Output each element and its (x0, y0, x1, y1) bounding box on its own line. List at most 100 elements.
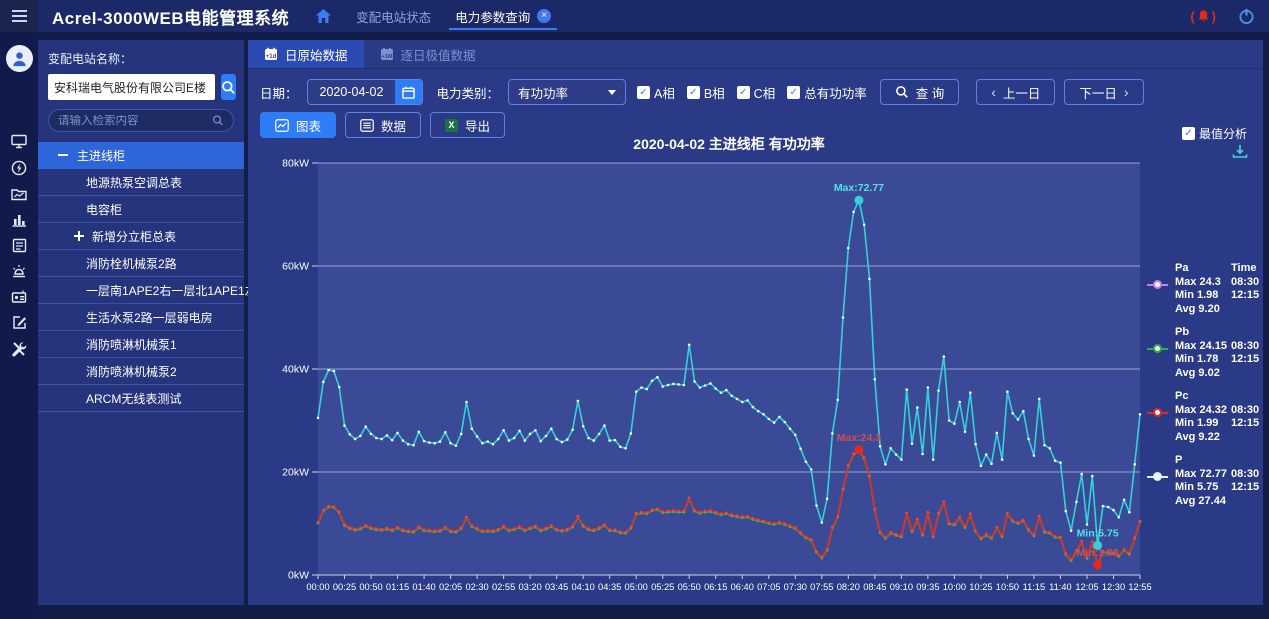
power-category-select[interactable]: 有功功率 (507, 79, 626, 105)
phase-checkbox-label: 总有功功率 (804, 86, 867, 101)
legend-min-row: Min 1.98 12:15 (1175, 289, 1260, 301)
svg-text:03:45: 03:45 (545, 582, 568, 592)
search-icon (222, 80, 235, 94)
svg-text:04:35: 04:35 (598, 582, 621, 592)
svg-text:80kW: 80kW (282, 158, 309, 170)
legend-min-row: Min 1.99 12:15 (1175, 417, 1260, 429)
svg-text:11:40: 11:40 (1049, 582, 1072, 592)
chart-view-button[interactable]: 图表 (260, 112, 337, 138)
meter-device-icon[interactable] (11, 290, 27, 304)
edit-icon[interactable] (12, 315, 27, 330)
tree-item-label: 消防栓机械泵2路 (86, 256, 177, 271)
svg-text:03:20: 03:20 (518, 582, 541, 592)
svg-text:10:50: 10:50 (996, 582, 1019, 592)
tree-item[interactable]: 消防栓机械泵2路 (38, 250, 244, 277)
tree-item[interactable]: 地源热泵空调总表 (38, 169, 244, 196)
app-title: Acrel-3000WEB电能管理系统 (52, 8, 290, 28)
bar-chart-icon[interactable] (11, 212, 27, 227)
tree-item[interactable]: 消防喷淋机械泵1 (38, 331, 244, 358)
tree-item[interactable]: 生活水泵2路一层弱电房 (38, 304, 244, 331)
tree-item[interactable]: 新增分立柜总表 (38, 223, 244, 250)
station-name-input[interactable] (48, 74, 215, 100)
legend-avg-row: Avg 9.22 (1175, 430, 1220, 443)
svg-text:04:10: 04:10 (572, 582, 595, 592)
selected-category: 有功功率 (517, 86, 568, 101)
phase-checkbox[interactable]: ✓ 总有功功率 (787, 83, 867, 102)
nav-tab-station-status[interactable]: 变配电站状态 (356, 10, 432, 25)
top-bar: Acrel-3000WEB电能管理系统 变配电站状态 电力参数查询 × ( ) (0, 0, 1269, 32)
power-off-icon[interactable] (1238, 8, 1255, 25)
legend-max-row: Max 24.15 08:30 (1175, 339, 1260, 352)
power-quality-icon[interactable] (11, 160, 27, 176)
tree-item[interactable]: 一层南1APE2右一层北1APE1左 (38, 277, 257, 304)
calendar-button[interactable] (395, 80, 423, 104)
tree-search-input[interactable] (58, 114, 212, 127)
svg-text:06:40: 06:40 (731, 582, 754, 592)
tree-search-box[interactable] (48, 109, 234, 132)
date-picker[interactable]: 2020-04-02 (306, 79, 424, 105)
collapse-icon[interactable] (58, 154, 68, 156)
line-chart-icon (275, 118, 289, 132)
hamburger-menu-icon[interactable] (0, 0, 38, 32)
ledger-icon[interactable] (12, 238, 27, 253)
monitor-icon[interactable] (11, 134, 27, 149)
checkbox-check-icon: ✓ (787, 85, 801, 99)
alarm-beacon-icon[interactable] (11, 264, 27, 279)
content-tabs: +1d 日原始数据 +1M 逐日极值数据 (248, 40, 1263, 69)
view-switch-bar: 图表 数据 X 导出 (260, 112, 506, 138)
tab-daily-extremes[interactable]: +1M 逐日极值数据 (380, 47, 476, 63)
expand-icon[interactable] (74, 231, 84, 241)
svg-text:07:55: 07:55 (810, 582, 833, 592)
legend-min-row: Min 5.75 12:15 (1175, 481, 1260, 493)
legend-item[interactable]: Pa Time Max 24.3 08:30 Min 1.98 12:15 Avg 9.20 (1147, 262, 1262, 316)
legend-item[interactable]: Pc Max 24.32 08:30 Min 1.99 12:15 Avg 9.22 (1147, 390, 1262, 444)
phase-checkbox[interactable]: ✓ C相 (736, 83, 776, 102)
next-day-button[interactable]: 下一日 › (1064, 79, 1144, 105)
phase-checkbox-label: B相 (703, 86, 725, 101)
tools-icon[interactable] (11, 341, 27, 357)
excel-icon: X (445, 118, 459, 132)
legend-item[interactable]: Pb Max 24.15 08:30 Min 1.78 12:15 Avg 9.02 (1147, 326, 1262, 380)
svg-text:11:15: 11:15 (1023, 582, 1046, 592)
alarm-bell-icon[interactable]: ( ) (1190, 8, 1216, 24)
sidebar: 变配电站名称： 主进线柜地源热泵空调总表电容柜新增分立柜总表消防栓机械泵2路一层… (38, 40, 257, 605)
svg-text:10:25: 10:25 (969, 582, 992, 592)
tree-item[interactable]: 电容柜 (38, 196, 244, 223)
tab-daily-raw-data[interactable]: +1d 日原始数据 (248, 40, 364, 68)
calendar-day-icon: +1d (265, 47, 277, 60)
tree-item[interactable]: 主进线柜 (38, 142, 244, 169)
phase-checkbox-label: A相 (653, 86, 675, 101)
tree-item[interactable]: ARCM无线表测试 (38, 385, 244, 412)
legend-item[interactable]: P Max 72.77 08:30 Min 5.75 12:15 Avg 27.44 (1147, 454, 1262, 508)
search-icon (212, 115, 224, 126)
legend-marker-icon (1147, 472, 1168, 481)
legend-series-name: Pa Time (1175, 262, 1257, 274)
user-avatar[interactable] (5, 45, 33, 72)
prev-day-button[interactable]: ‹ 上一日 (976, 79, 1056, 105)
svg-text:00:50: 00:50 (359, 582, 382, 592)
download-icon[interactable] (1232, 144, 1248, 159)
max-analysis-checkbox[interactable]: ✓ 最值分析 (1181, 125, 1247, 142)
legend-max-row: Max 72.77 08:30 (1175, 467, 1260, 480)
legend-series-name: Pb (1175, 326, 1190, 338)
phase-checkbox[interactable]: ✓ B相 (686, 83, 725, 102)
home-icon[interactable] (315, 8, 332, 24)
svg-text:01:40: 01:40 (412, 582, 435, 592)
tree-item-label: 消防喷淋机械泵1 (86, 337, 177, 352)
data-view-button[interactable]: 数据 (345, 112, 422, 138)
svg-text:60kW: 60kW (282, 261, 309, 273)
tree-item[interactable]: 消防喷淋机械泵2 (38, 358, 244, 385)
station-search-button[interactable] (221, 74, 236, 100)
legend-marker-icon (1147, 344, 1168, 353)
report-icon[interactable] (11, 187, 27, 201)
phase-checkbox[interactable]: ✓ A相 (636, 83, 675, 102)
svg-text:09:35: 09:35 (916, 582, 939, 592)
legend-min-row: Min 1.78 12:15 (1175, 353, 1260, 365)
phase-checkbox-label: C相 (753, 86, 776, 101)
nav-tab-power-params[interactable]: 电力参数查询 × (449, 0, 558, 32)
svg-text:40kW: 40kW (282, 364, 309, 376)
close-tab-icon[interactable]: × (537, 9, 552, 23)
query-button[interactable]: 查 询 (879, 79, 960, 105)
export-button[interactable]: X 导出 (430, 112, 506, 138)
